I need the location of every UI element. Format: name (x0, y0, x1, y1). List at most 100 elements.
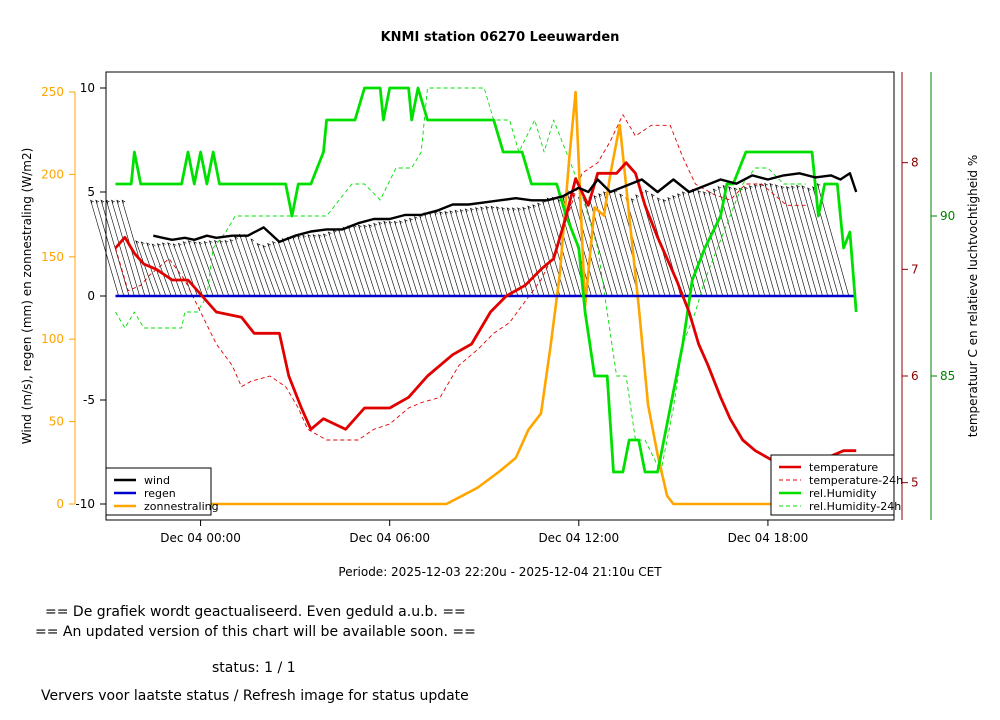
wind-vector (183, 241, 203, 297)
wind-vector (297, 235, 319, 297)
wind-vector-head (100, 199, 105, 204)
x-tick-label: Dec 04 06:00 (349, 531, 430, 545)
wind-vector (383, 221, 408, 297)
wind-vector (449, 210, 477, 297)
wind-vector-head (302, 234, 306, 239)
wind-vector (722, 185, 755, 297)
wind-vector (775, 184, 808, 297)
wind-vector (209, 240, 230, 297)
series-wind (153, 172, 858, 244)
wind-vector (204, 241, 224, 297)
wind-vector-head (464, 208, 469, 213)
wind-vector (318, 234, 340, 297)
wind-vector (470, 208, 498, 297)
wind-vector (352, 225, 377, 297)
wind-vector-head (801, 185, 806, 189)
radiation-axis-label: 0 (56, 497, 64, 511)
wind-vector-head (753, 184, 758, 188)
wind-vector (277, 239, 298, 297)
wind-vector (490, 206, 519, 297)
legend-label: rel.Humidity-24h (809, 500, 901, 513)
wind-vector (687, 189, 718, 297)
wind-vector (214, 240, 235, 297)
wind-vector (532, 204, 561, 297)
wind-vector (292, 236, 314, 297)
wind-vector-head (635, 194, 639, 199)
wind-vector-head (383, 220, 388, 225)
wind-vector (239, 234, 261, 297)
wind-vector (625, 197, 655, 297)
wind-vector-head (388, 220, 393, 225)
wind-vector (307, 234, 330, 297)
wind-vector (708, 191, 739, 297)
wind-vector (744, 186, 776, 297)
wind-vector-head (167, 242, 171, 246)
wind-vector-head (373, 222, 377, 227)
wind-vector-head (229, 238, 234, 243)
wind-vector-head (480, 206, 484, 211)
wind-vector (347, 225, 372, 297)
wind-vector-head (603, 191, 607, 196)
wind-vector-head (807, 187, 811, 192)
wind-vector (619, 194, 650, 297)
weather-chart: KNMI station 06270 Leeuwarden Dec 04 00:… (20, 30, 980, 579)
series-zonnestraling (115, 90, 857, 506)
wind-vector (95, 200, 125, 297)
wind-vector (368, 224, 393, 297)
wind-vector (363, 225, 387, 297)
wind-vector (801, 185, 834, 297)
wind-vector (506, 207, 534, 297)
wind-vector-head (517, 207, 521, 212)
wind-vector (399, 220, 424, 297)
x-tick-label: Dec 04 00:00 (160, 531, 241, 545)
wind-vector-head (444, 210, 449, 215)
wind-vector-head (105, 199, 110, 204)
legend-label: rel.Humidity (809, 487, 877, 500)
wind-vector (796, 185, 829, 297)
wind-vector (152, 244, 172, 297)
wind-vector (272, 241, 293, 297)
wind-vector (90, 200, 119, 297)
wind-vector-head (449, 210, 454, 215)
wind-vector (135, 240, 156, 297)
wind-axis-label: -10 (75, 497, 95, 511)
wind-vector-head (681, 191, 686, 196)
x-tick-label: Dec 04 18:00 (728, 531, 809, 545)
wind-vector (244, 234, 266, 297)
radiation-axis-label: 100 (41, 332, 64, 346)
temperature-axis-label: 7 (911, 262, 919, 276)
wind-vector-head (187, 240, 192, 244)
wind-vector-head (161, 242, 166, 247)
wind-vector-head (527, 205, 531, 210)
wind-vector (631, 198, 660, 297)
wind-vector (256, 243, 277, 297)
legend-label: regen (144, 487, 176, 500)
wind-vector-head (312, 234, 317, 238)
wind-vector-head (146, 242, 150, 247)
wind-vector-head (816, 183, 821, 187)
wind-vector (267, 243, 287, 297)
wind-vector-head (459, 208, 464, 213)
wind-vector-head (213, 239, 218, 244)
wind-vector-head (177, 242, 182, 247)
wind-vector (512, 207, 540, 297)
humidity-axis-label: 85 (940, 369, 955, 383)
wind-vector-head (250, 238, 255, 243)
legend-label: temperature-24h (809, 474, 903, 487)
wind-vector-head (495, 206, 500, 211)
plot-body: Dec 04 00:00 Dec 04 06:00 Dec 04 12:00 Dec … (20, 71, 980, 545)
wind-vector-head (743, 186, 748, 191)
legend-label: temperature (809, 461, 878, 474)
wind-vector (807, 187, 839, 297)
legend-box (105, 467, 212, 516)
wind-vector-head (332, 229, 337, 234)
wind-vector-head (135, 240, 140, 245)
legend-label: zonnestraling (144, 500, 219, 513)
wind-vector-head (357, 224, 362, 229)
wind-vector (106, 200, 135, 297)
wind-vector (749, 185, 781, 297)
wind-axis-label: 0 (87, 289, 95, 303)
wind-vector (198, 242, 219, 297)
wind-vector-head (413, 216, 418, 220)
wind-vector-head (219, 239, 223, 244)
